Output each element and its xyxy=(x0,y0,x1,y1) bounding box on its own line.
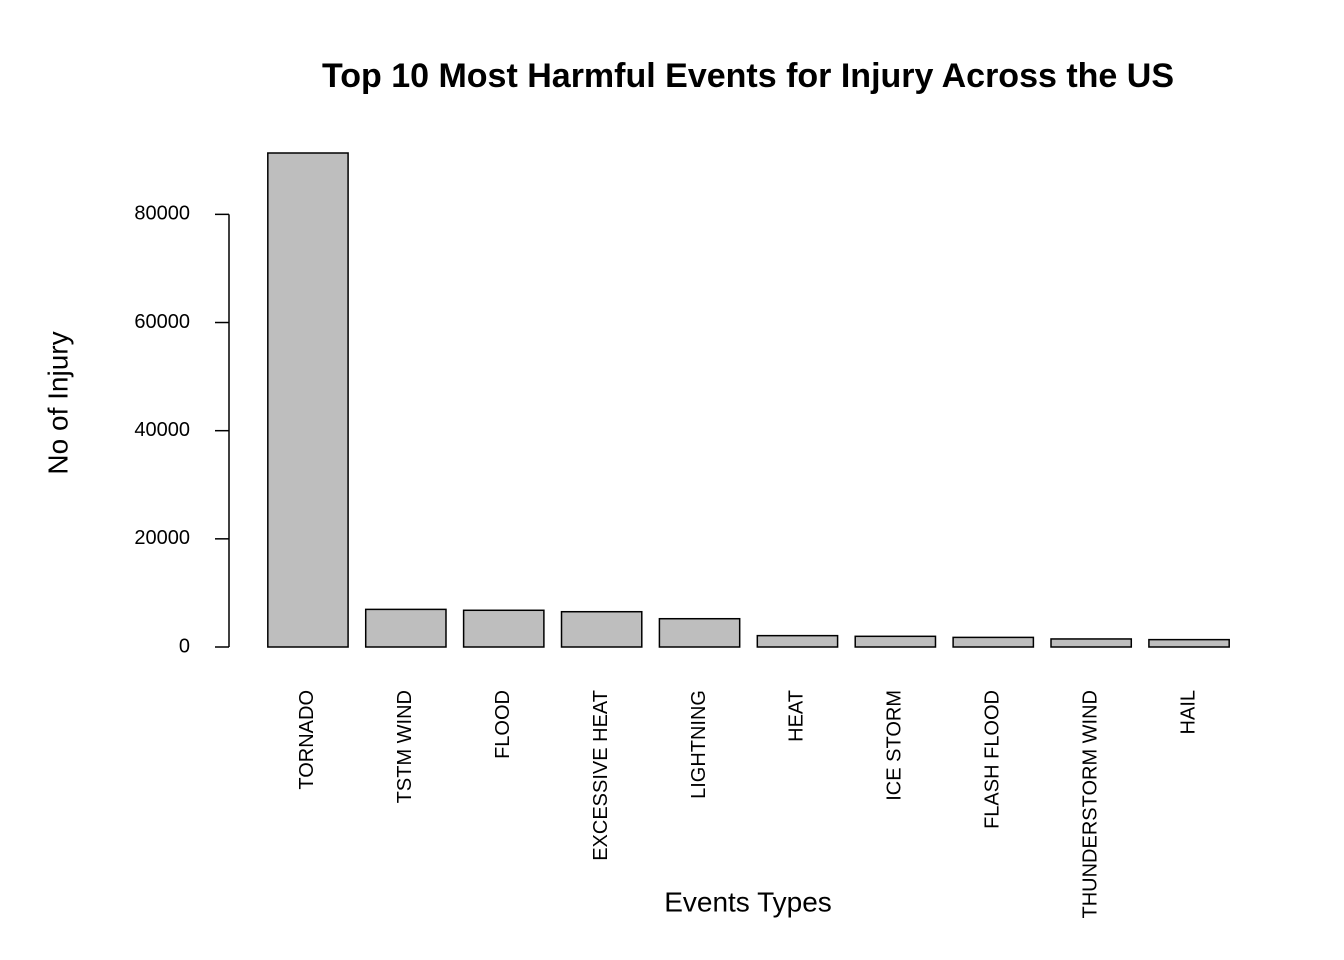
x-tick-label: HAIL xyxy=(1177,690,1199,734)
x-tick-label: TORNADO xyxy=(296,690,318,790)
x-tick-label: ICE STORM xyxy=(884,690,906,801)
bar xyxy=(267,152,349,648)
x-tick-label: TSTM WIND xyxy=(394,690,416,803)
x-tick-label: LIGHTNING xyxy=(688,690,710,799)
bar xyxy=(952,636,1035,648)
chart-title: Top 10 Most Harmful Events for Injury Ac… xyxy=(322,57,1174,95)
y-tick-label: 80000 xyxy=(134,203,190,225)
y-tick-label: 20000 xyxy=(134,527,190,549)
y-tick-label: 40000 xyxy=(134,419,190,441)
bar xyxy=(756,634,839,648)
x-axis-label: Events Types xyxy=(664,886,832,917)
x-tick-label: EXCESSIVE HEAT xyxy=(590,690,612,861)
x-tick-label: HEAT xyxy=(786,690,808,742)
y-axis-label: No of Injury xyxy=(42,331,73,474)
bar xyxy=(560,610,643,648)
y-tick-label: 0 xyxy=(179,635,190,657)
y-tick-label: 60000 xyxy=(134,311,190,333)
x-tick-label: FLASH FLOOD xyxy=(982,690,1004,829)
bar xyxy=(854,635,937,648)
bar xyxy=(364,608,447,648)
bar xyxy=(1050,638,1133,648)
bar xyxy=(462,609,545,648)
bar xyxy=(658,617,741,648)
x-tick-label: THUNDERSTORM WIND xyxy=(1079,690,1101,919)
x-tick-label: FLOOD xyxy=(492,690,514,759)
bar xyxy=(1148,638,1230,648)
